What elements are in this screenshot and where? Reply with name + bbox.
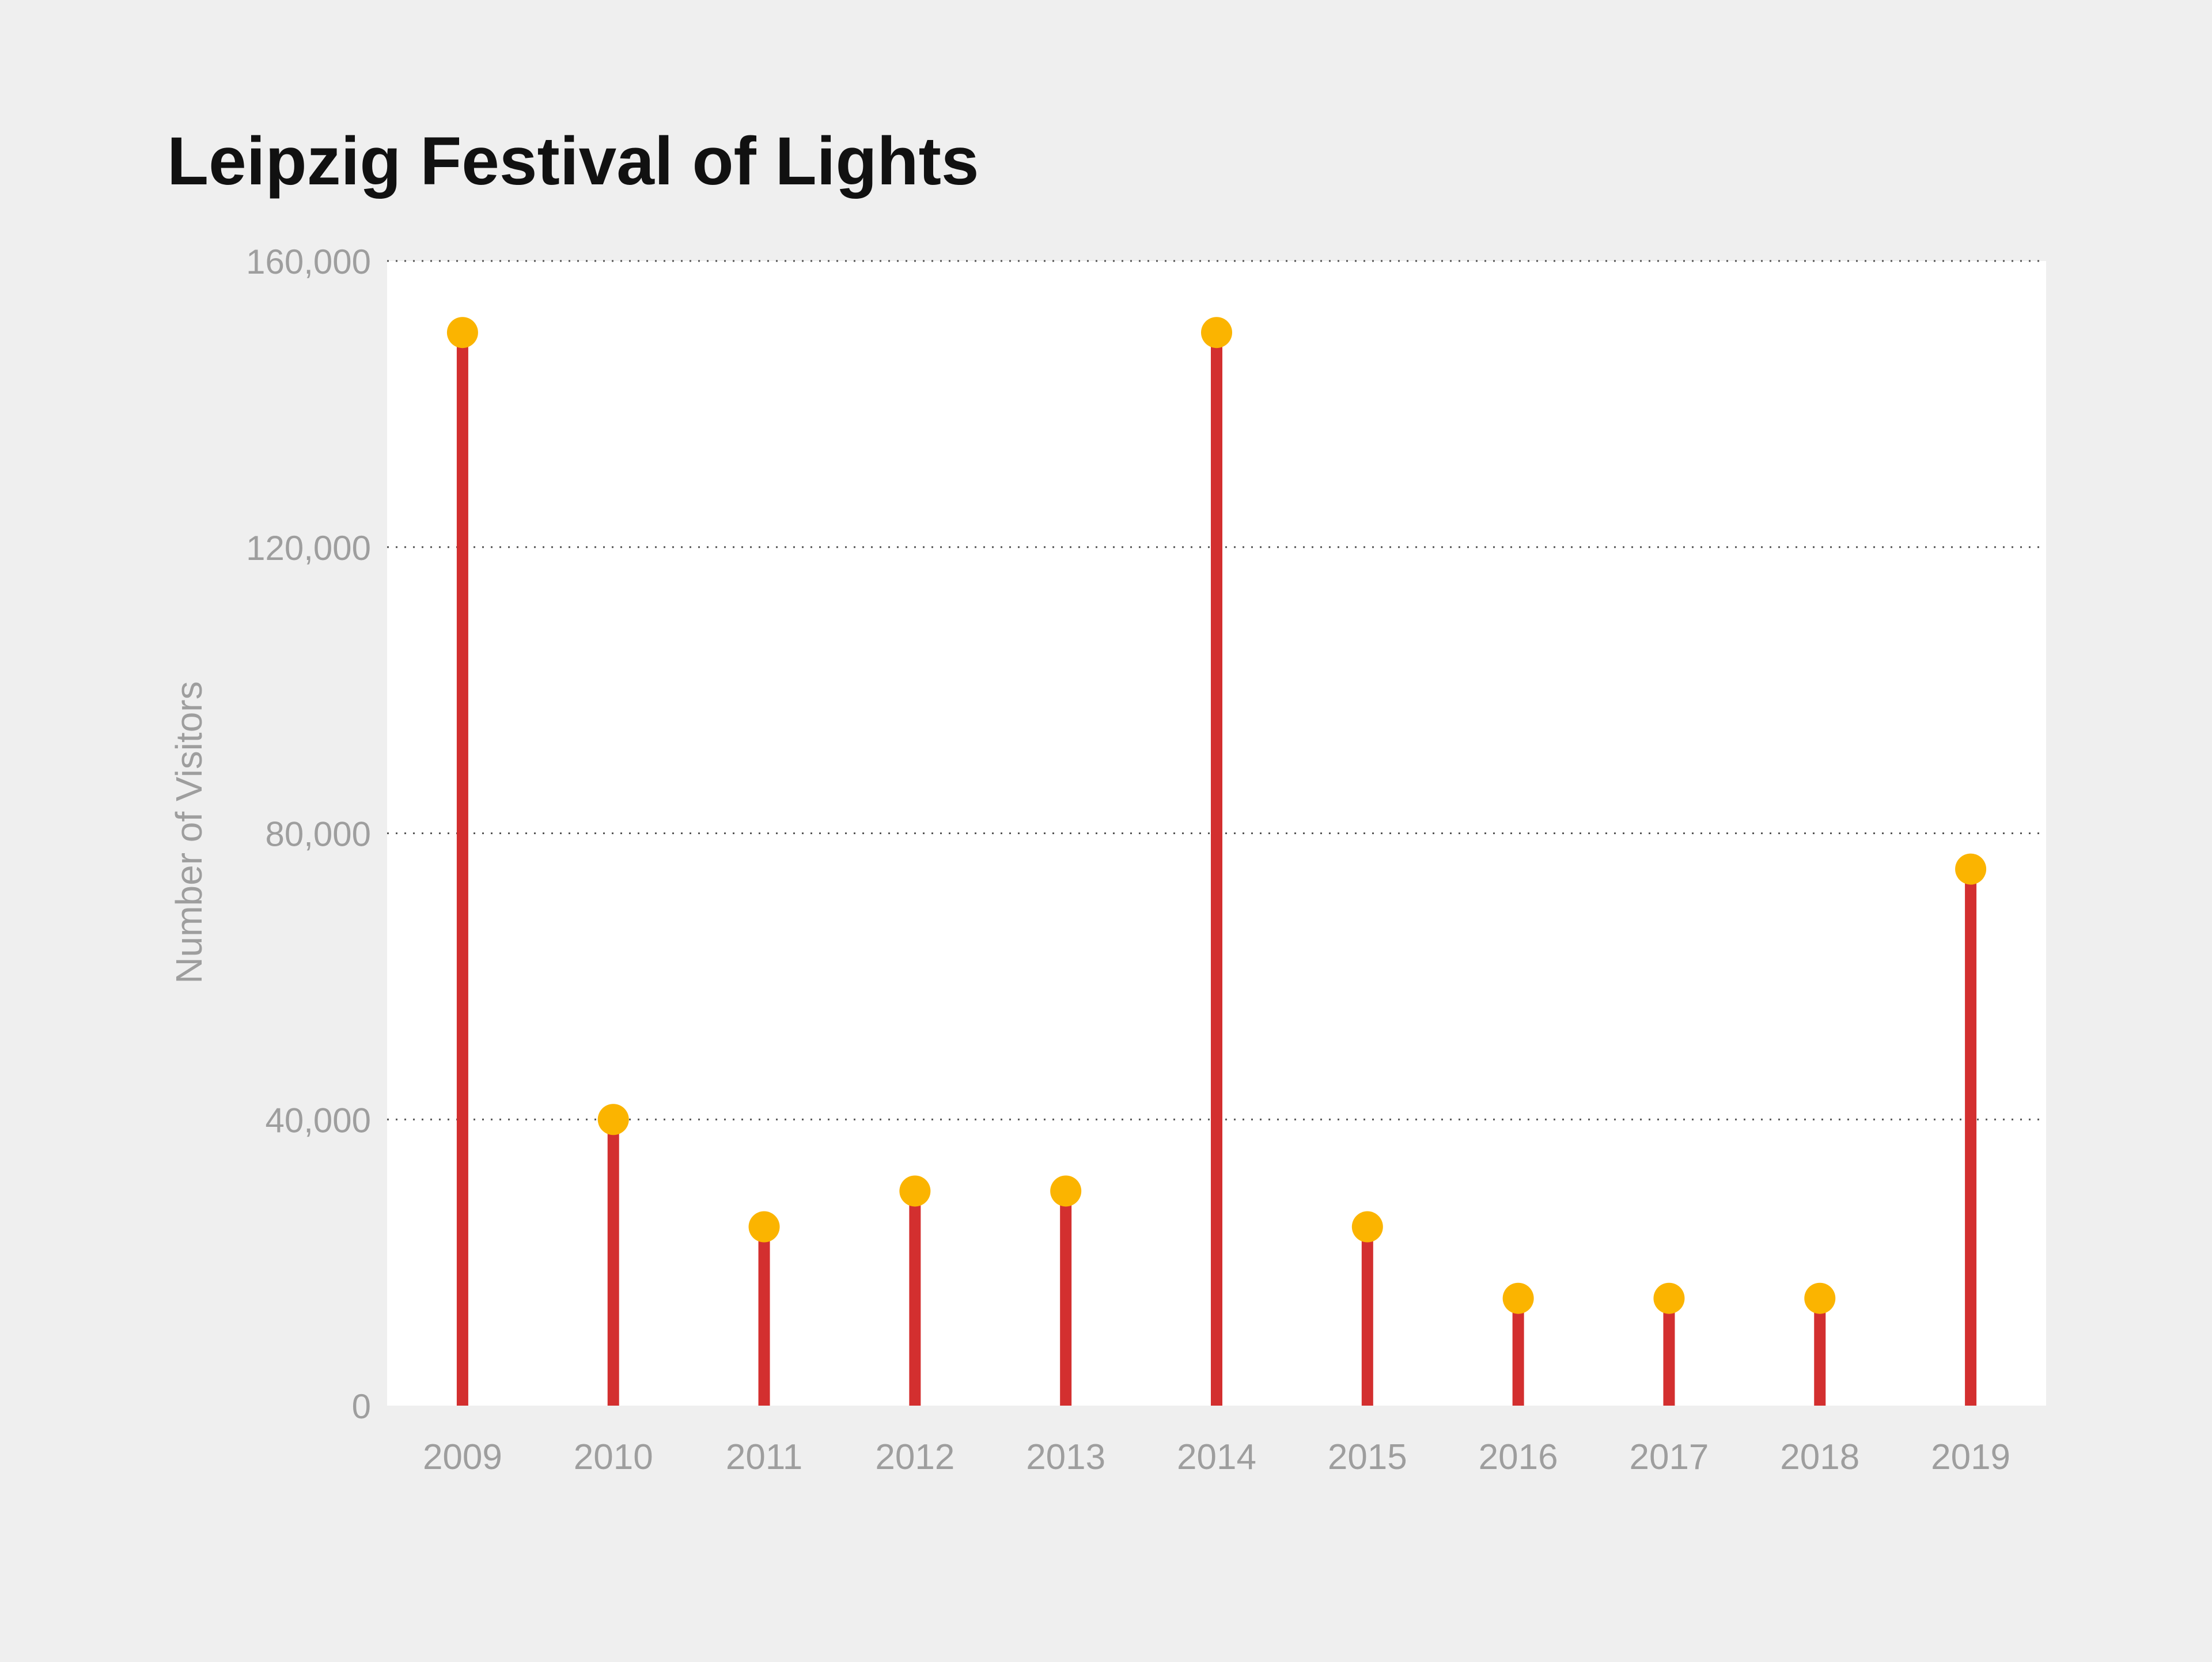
y-tick-label: 160,000 [246, 243, 371, 281]
lollipop-marker [899, 1175, 931, 1207]
lollipop-marker [597, 1104, 629, 1135]
chart-title: Leipzig Festival of Lights [167, 123, 979, 199]
y-tick-labels: 0 40,000 80,000 120,000 160,000 [246, 243, 371, 1426]
lollipop-marker [1201, 317, 1232, 349]
x-tick-label: 2011 [726, 1437, 802, 1477]
lollipop-stems [456, 332, 1977, 1406]
x-tick-label: 2015 [1328, 1437, 1407, 1477]
lollipop-marker [1502, 1282, 1534, 1314]
x-tick-label: 2013 [1026, 1437, 1105, 1477]
lollipop-marker [1804, 1282, 1836, 1314]
x-tick-label: 2019 [1931, 1437, 2010, 1477]
x-tick-label: 2009 [423, 1437, 502, 1477]
lollipop-marker [1351, 1211, 1383, 1243]
x-tick-label: 2018 [1780, 1437, 1859, 1477]
x-tick-label: 2017 [1629, 1437, 1709, 1477]
lollipop-marker [1653, 1282, 1685, 1314]
x-tick-labels: 2009 2010 2011 2012 2013 2014 2015 2016 2017 2018… [423, 1437, 2010, 1477]
lollipop-marker [446, 317, 478, 349]
x-tick-label: 2014 [1177, 1437, 1256, 1477]
x-tick-label: 2012 [875, 1437, 955, 1477]
x-tick-label: 2010 [574, 1437, 653, 1477]
lollipop-marker [748, 1211, 780, 1243]
y-tick-label: 120,000 [246, 529, 371, 567]
lollipop-markers [446, 317, 1987, 1314]
lollipop-marker [1050, 1175, 1082, 1207]
y-tick-label: 80,000 [265, 815, 371, 854]
lollipop-marker [1955, 853, 1987, 885]
y-axis-label: Number of Visitors [168, 681, 210, 983]
y-tick-label: 40,000 [265, 1101, 371, 1139]
y-tick-label: 0 [352, 1387, 371, 1426]
x-tick-label: 2016 [1479, 1437, 1558, 1477]
